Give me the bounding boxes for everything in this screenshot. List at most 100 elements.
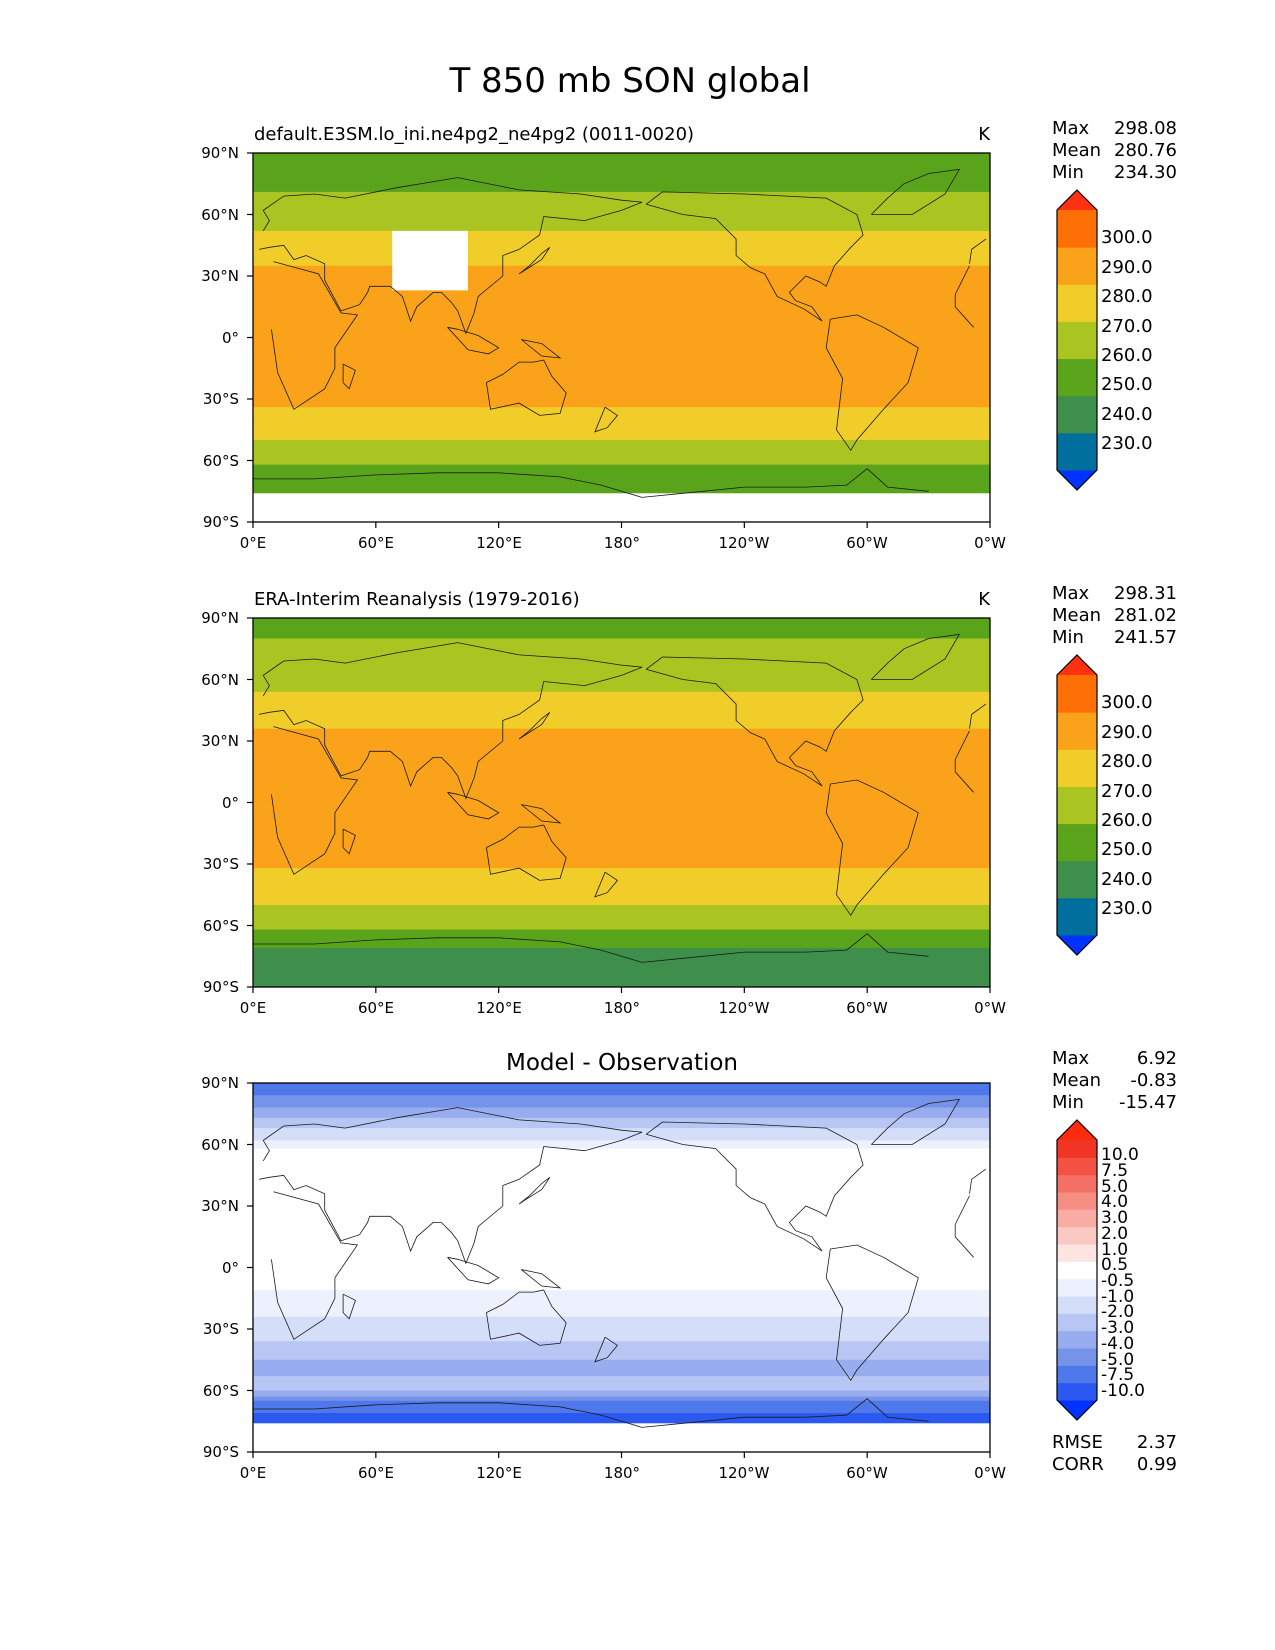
contour-band	[253, 468, 990, 472]
coastline	[447, 326, 500, 355]
coastline	[594, 1336, 618, 1363]
contour-band	[253, 1349, 990, 1353]
contour-band	[253, 1345, 990, 1349]
contour-band	[253, 232, 990, 236]
contour-band	[253, 314, 990, 318]
stats-box: Max 298.08 Mean 280.76 Min 234.30	[1052, 118, 1177, 183]
contour-band	[253, 939, 990, 943]
contour-band	[253, 632, 990, 635]
missing-data	[253, 230, 990, 522]
contour-band	[253, 693, 990, 697]
coastline	[594, 871, 618, 898]
contour-band	[253, 757, 990, 761]
contour-band	[253, 448, 990, 451]
contour-band	[253, 825, 990, 828]
contour-band	[253, 1238, 990, 1242]
contour-band	[253, 392, 990, 396]
contour-band	[253, 1134, 990, 1137]
lon-tick-label: 0°E	[240, 534, 267, 552]
contour-band	[253, 1277, 990, 1281]
stat-value: 234.30	[1114, 162, 1177, 183]
contour-band	[253, 681, 990, 685]
contour-band	[253, 435, 990, 439]
contour-band	[253, 716, 990, 720]
contour-band	[253, 245, 990, 248]
colorbar-segment	[1057, 1278, 1097, 1297]
contour-band	[253, 1242, 990, 1246]
contour-band	[253, 712, 990, 715]
contour-band	[253, 857, 990, 861]
colorbar-tick-label: -1.0	[1101, 1287, 1134, 1307]
contour-band	[253, 1406, 990, 1410]
coastline	[447, 1256, 500, 1285]
contour-band	[253, 1310, 990, 1314]
lat-tick-label: 0°	[222, 794, 239, 812]
rmse-value: 2.37	[1137, 1432, 1177, 1453]
contour-band	[253, 738, 990, 742]
contour-band	[253, 312, 990, 316]
contour-band	[253, 675, 990, 679]
stat-value: 298.08	[1114, 118, 1177, 139]
lon-tick-label: 120°W	[719, 999, 770, 1017]
colorbar-tick-label: -3.0	[1101, 1318, 1134, 1338]
contour-band	[253, 683, 990, 687]
contour-band	[253, 1302, 990, 1305]
contour-band	[253, 1255, 990, 1258]
stat-value: 281.02	[1114, 605, 1177, 626]
contour-band	[253, 1261, 990, 1264]
contour-band	[253, 974, 990, 978]
colorbar-tick-label: 0.5	[1101, 1255, 1128, 1275]
contour-band	[253, 1132, 990, 1135]
contour-band	[253, 1263, 990, 1267]
colorbar-segment	[1057, 210, 1097, 248]
contour-band	[253, 978, 990, 982]
coastline	[520, 804, 562, 824]
colorbar-extend-min	[1057, 470, 1097, 490]
contour-band	[253, 630, 990, 633]
lon-tick-label: 120°E	[476, 1464, 522, 1482]
lon-axis: 0°E 60°E 120°E 180° 120°W 60°W 0°W	[240, 1452, 1006, 1482]
contour-band	[253, 386, 990, 390]
contour-band	[253, 638, 990, 642]
lon-tick-label: 60°W	[846, 999, 888, 1017]
contour-band	[253, 890, 990, 894]
contour-band	[253, 153, 990, 156]
lat-tick-label: 60°N	[201, 671, 239, 689]
contour-band	[253, 622, 990, 625]
contour-band	[253, 794, 990, 797]
contour-band	[253, 317, 990, 320]
contour-band	[253, 761, 990, 765]
contour-band	[253, 1099, 990, 1103]
lat-tick-label: 90°N	[201, 144, 239, 162]
coastline	[520, 1269, 562, 1289]
stat-label: Min	[1052, 627, 1084, 648]
contour-band	[253, 269, 990, 273]
contour-band	[253, 1386, 990, 1390]
lon-tick-label: 120°W	[719, 534, 770, 552]
lat-tick-label: 30°N	[201, 1197, 239, 1215]
contour-band	[253, 1234, 990, 1238]
contour-band	[253, 374, 990, 378]
lon-tick-label: 60°E	[358, 999, 394, 1017]
colorbar-tick-label: 260.0	[1101, 810, 1153, 831]
contour-band	[253, 483, 990, 486]
stat-label: Mean	[1052, 605, 1101, 626]
contour-band	[253, 1212, 990, 1215]
contour-band	[253, 919, 990, 922]
contour-band	[253, 1187, 990, 1191]
contour-band	[253, 958, 990, 961]
contour-band	[253, 489, 990, 492]
contour-band	[253, 292, 990, 296]
contour-band	[253, 415, 990, 419]
colorbar-segment	[1057, 1140, 1097, 1158]
stat-value: 280.76	[1114, 140, 1177, 161]
missing-region	[392, 230, 468, 291]
contour-band	[253, 626, 990, 629]
colorbar-segment	[1057, 712, 1097, 750]
colorbar-tick-label: 240.0	[1101, 404, 1153, 425]
contour-band	[253, 1210, 990, 1213]
contour-fill	[253, 618, 990, 987]
panel-title: default.E3SM.lo_ini.ne4pg2_ne4pg2 (0011-…	[254, 124, 694, 145]
contour-band	[253, 1390, 990, 1394]
